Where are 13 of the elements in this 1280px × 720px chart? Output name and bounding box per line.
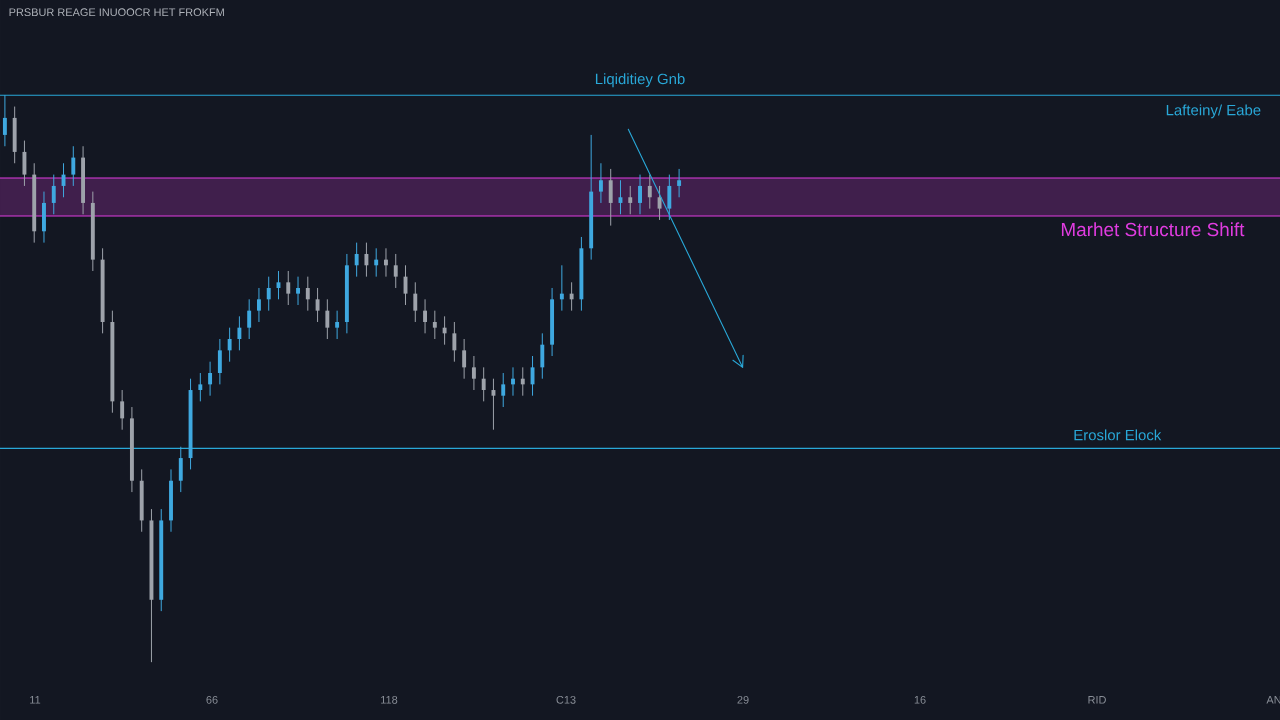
text: AN: [1266, 696, 1280, 704]
text: 11: [30, 696, 41, 704]
text: C13: [556, 695, 576, 704]
annotation: Lafteiny/ Eabe: [1166, 104, 1261, 119]
chart-title: PRSBUR REAGE INUOOCR HET FROKFM: [9, 8, 224, 17]
text: 118: [381, 695, 398, 704]
text: 29: [737, 695, 749, 704]
ref-line-label: Eroslor Elock: [1074, 429, 1162, 441]
text: RID: [1088, 696, 1106, 704]
text: 16: [914, 695, 926, 704]
ref-line-label: Marhet Structure Shift: [1061, 222, 1245, 237]
text: 66: [206, 695, 218, 704]
ref-line-label: Liqiditiey Gnb: [595, 73, 685, 88]
